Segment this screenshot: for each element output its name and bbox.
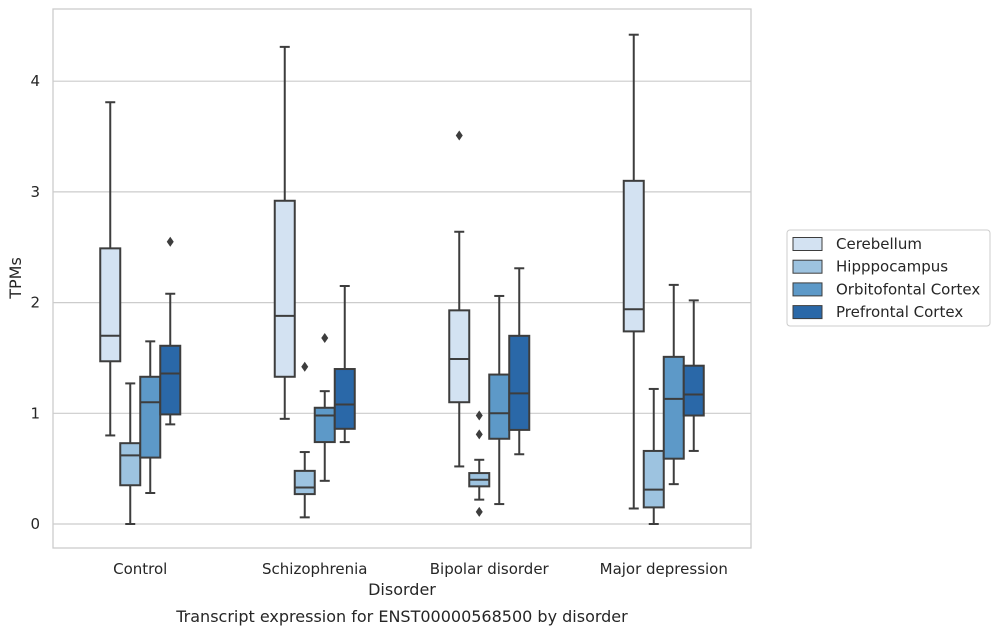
box-1-3 xyxy=(642,387,665,525)
y-tick-label: 1 xyxy=(30,404,40,422)
y-tick-label: 2 xyxy=(30,294,40,312)
legend: Cerebellum Hipppocampus Orbitofontal Corte… xyxy=(786,229,991,327)
box-body xyxy=(508,334,531,431)
boxes xyxy=(99,33,705,525)
box-3-3 xyxy=(682,299,705,452)
y-axis-label: TPMs xyxy=(6,257,25,300)
box-body xyxy=(99,247,122,363)
y-tick-label: 3 xyxy=(30,183,40,201)
x-tick-labels: Control Schizophrenia Bipolar disorder Majo… xyxy=(113,560,728,578)
outlier-point xyxy=(475,429,483,440)
box-1-2 xyxy=(468,410,491,517)
legend-swatch xyxy=(792,259,823,274)
x-tick-label: Bipolar disorder xyxy=(430,560,550,578)
box-body xyxy=(273,199,296,378)
box-0-3 xyxy=(622,33,645,510)
outlier-point xyxy=(301,361,309,372)
x-tick-label: Major depression xyxy=(600,560,728,578)
box-2-1 xyxy=(313,333,336,482)
x-axis-label: Disorder xyxy=(368,580,436,599)
box-1-1 xyxy=(293,361,316,519)
box-0-0 xyxy=(99,101,122,437)
outlier-point xyxy=(166,236,174,247)
outlier-point xyxy=(321,333,329,344)
box-body xyxy=(662,355,685,460)
box-body xyxy=(119,442,142,487)
box-1-0 xyxy=(119,382,142,525)
box-body xyxy=(682,364,705,417)
box-2-0 xyxy=(139,340,162,495)
box-body xyxy=(622,179,645,333)
outlier-point xyxy=(475,410,483,421)
box-0-1 xyxy=(273,45,296,420)
y-tick-label: 0 xyxy=(30,515,40,533)
x-tick-label: Schizophrenia xyxy=(262,560,367,578)
box-3-0 xyxy=(159,236,182,426)
legend-label: Hipppocampus xyxy=(836,258,948,276)
box-body xyxy=(448,309,471,404)
outlier-point xyxy=(455,130,463,141)
box-3-1 xyxy=(333,284,356,444)
box-body xyxy=(159,344,182,416)
box-0-2 xyxy=(448,130,471,468)
chart-caption: Transcript expression for ENST0000056850… xyxy=(175,607,628,626)
box-body xyxy=(293,469,316,496)
legend-label: Cerebellum xyxy=(836,235,922,253)
y-tick-labels: 0 1 2 3 4 xyxy=(30,72,40,533)
box-body xyxy=(139,375,162,459)
box-body xyxy=(333,368,356,430)
legend-swatch xyxy=(792,305,823,320)
legend-frame xyxy=(786,229,991,327)
box-3-2 xyxy=(508,267,531,456)
box-body xyxy=(488,373,511,440)
legend-swatch xyxy=(792,237,823,251)
box-body xyxy=(313,406,336,444)
box-body xyxy=(642,449,665,509)
legend-label: Orbitofontal Cortex xyxy=(836,280,980,298)
x-tick-label: Control xyxy=(113,560,167,578)
y-tick-label: 4 xyxy=(30,72,40,90)
box-2-2 xyxy=(488,294,511,506)
legend-label: Prefrontal Cortex xyxy=(836,303,963,321)
outlier-point xyxy=(475,506,483,517)
legend-swatch xyxy=(792,282,823,297)
